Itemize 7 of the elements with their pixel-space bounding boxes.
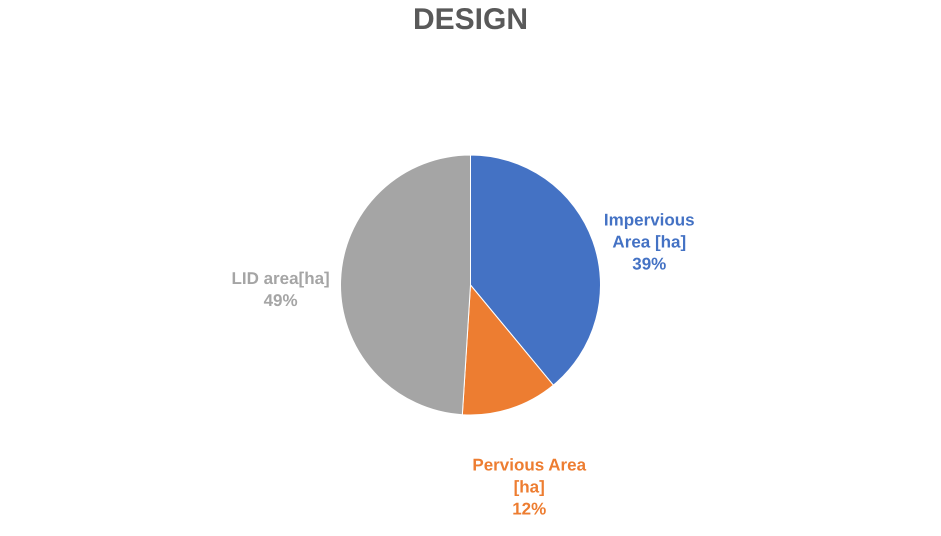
data-label: 12% [512,500,546,519]
data-label: 49% [264,291,298,310]
data-label: 39% [632,254,666,274]
slice-label: LID area[ha] [231,269,330,288]
chart-title: DESIGN [412,3,528,36]
slice-label: Impervious Area [ha] [604,210,695,252]
slice-label: Pervious Area [ha] [472,456,587,497]
